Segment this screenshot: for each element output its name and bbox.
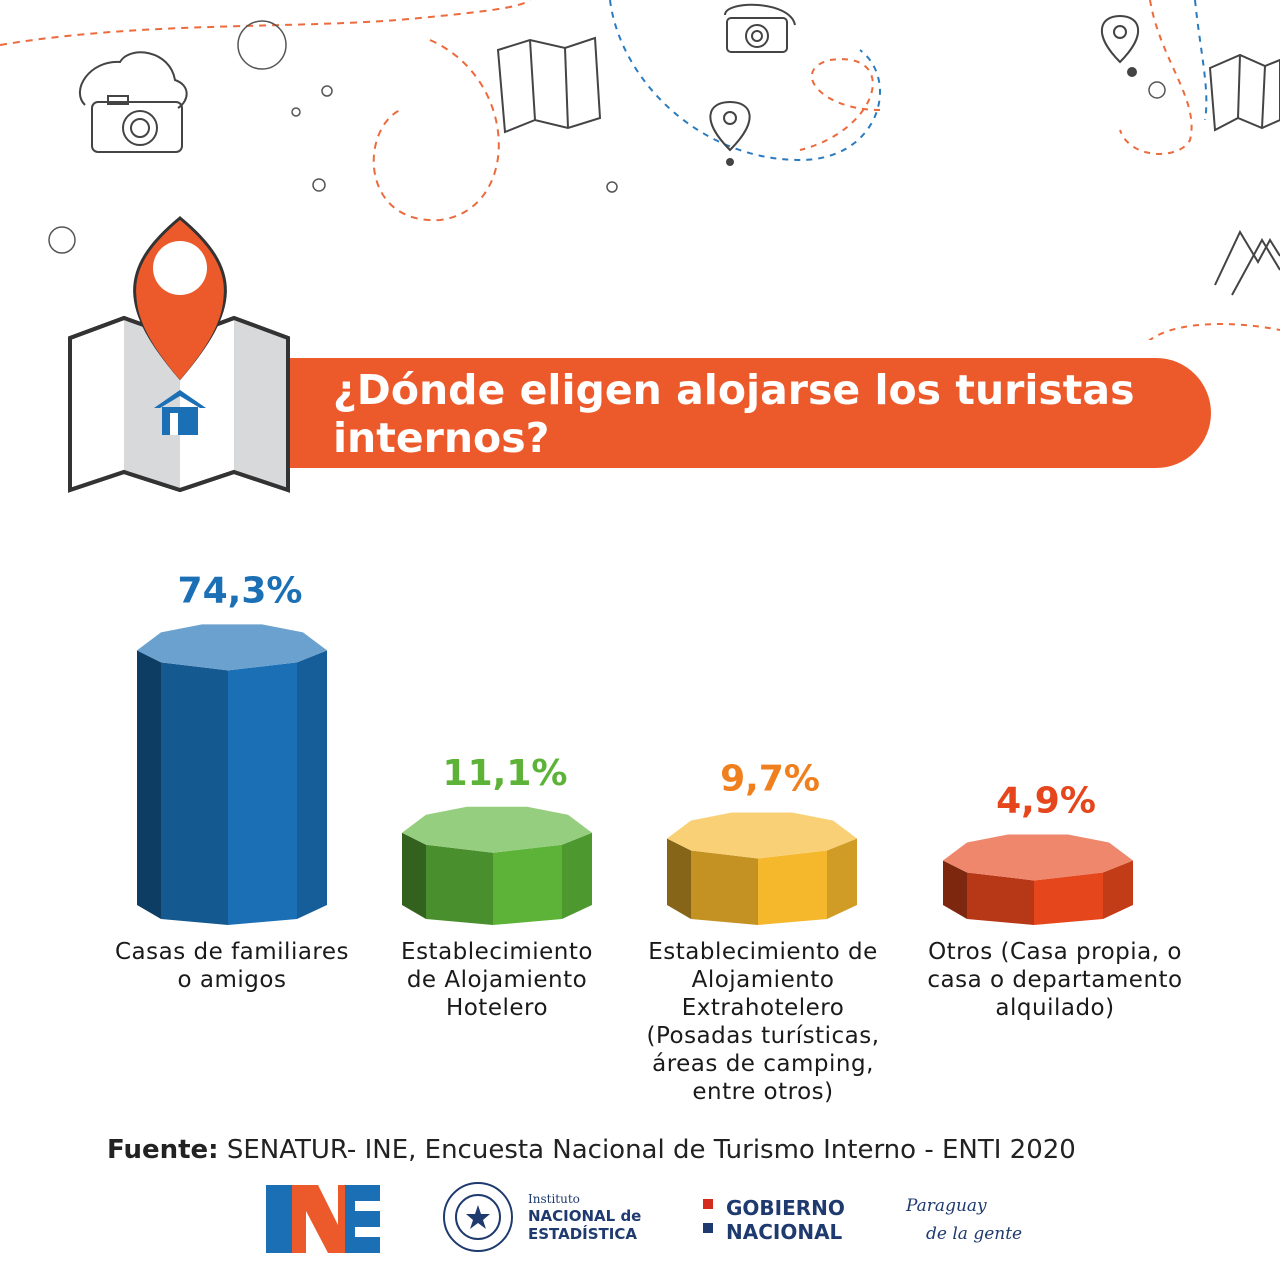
folded-map-icon: [1208, 53, 1280, 132]
bar-face: [667, 838, 691, 919]
location-pin-icon: [1100, 14, 1140, 77]
bar-face: [943, 860, 967, 919]
category-label-line: Casas de familiares: [114, 939, 350, 965]
value-label: 74,3%: [178, 570, 303, 611]
bar-face: [402, 832, 426, 919]
category-label-line: o amigos: [177, 967, 287, 993]
paraguay-line-1: Paraguay: [905, 1196, 987, 1216]
category-label: Casas de familiares o amigos: [96, 938, 368, 994]
chart-title: ¿Dónde eligen alojarse los turistas inte…: [333, 366, 1135, 462]
bar-face: [1103, 860, 1133, 919]
category-label-line: de Alojamiento: [406, 967, 588, 993]
camera-icon: [79, 51, 188, 153]
gobierno-line-2: NACIONAL: [726, 1220, 843, 1244]
category-label-line: Alojamiento: [691, 967, 835, 993]
category-label: Establecimiento de Alojamiento Hotelero: [382, 938, 612, 1022]
category-label-line: Establecimiento: [401, 939, 593, 965]
decorative-travel-doodles: [0, 0, 1280, 340]
bar-top: [667, 812, 857, 859]
instituto-line-1: Instituto: [528, 1192, 580, 1206]
camera-icon: [724, 3, 796, 53]
folded-map-icon: [68, 216, 290, 493]
category-label: Establecimiento de Alojamiento Extrahotele…: [632, 938, 894, 1106]
category-label-line: casa o departamento: [927, 967, 1183, 993]
category-label-line: Extrahotelero: [681, 995, 845, 1021]
category-label-line: entre otros): [692, 1079, 834, 1105]
value-label: 4,9%: [996, 780, 1096, 821]
instituto-line-3: ESTADÍSTICA: [528, 1224, 637, 1243]
bar-2: [402, 806, 592, 925]
house-icon: [154, 390, 206, 435]
category-label-line: áreas de camping,: [652, 1051, 874, 1077]
location-pin-icon: [709, 100, 751, 166]
bar-face: [161, 662, 228, 925]
bar-face: [691, 850, 758, 925]
category-label-line: alquilado): [995, 995, 1115, 1021]
value-label: 9,7%: [720, 759, 820, 800]
bar-face: [426, 844, 493, 925]
national-seal-icon: [443, 1182, 513, 1252]
category-label-line: (Posadas turísticas,: [646, 1023, 880, 1049]
bar-face: [1034, 872, 1103, 925]
bar-3: [667, 812, 857, 925]
category-label-line: Hotelero: [445, 995, 549, 1021]
bar-face: [562, 832, 592, 919]
instituto-line-2: NACIONAL de: [528, 1207, 641, 1225]
location-pin-icon: [133, 216, 227, 381]
bar-face: [297, 650, 327, 919]
category-label-line: Otros (Casa propia, o: [928, 939, 1182, 965]
folded-map-icon: [496, 36, 602, 134]
bar-face: [493, 844, 562, 925]
bar-face: [827, 838, 857, 919]
bar-chart: 74,3% 11,1% 9,7% 4,9%: [137, 570, 1133, 925]
category-label: Otros (Casa propia, o casa o departamento…: [910, 938, 1200, 1022]
ine-logo: [266, 1185, 380, 1253]
footer-logos: Instituto NACIONAL de ESTADÍSTICA GOBIER…: [266, 1182, 1022, 1253]
bar-face: [228, 662, 297, 925]
bar-face: [758, 850, 827, 925]
bar-top: [943, 834, 1133, 881]
mountain-icon: [1214, 229, 1280, 296]
gobierno-line-1: GOBIERNO: [726, 1196, 845, 1220]
bar-4: [943, 834, 1133, 925]
source-note: Fuente: SENATUR- INE, Encuesta Nacional …: [107, 1135, 1076, 1165]
category-label-line: Establecimiento de: [648, 939, 878, 965]
title-banner: [255, 358, 1211, 468]
source-text: SENATUR- INE, Encuesta Nacional de Turis…: [218, 1135, 1076, 1165]
source-prefix: Fuente:: [107, 1135, 219, 1165]
value-label: 11,1%: [443, 753, 568, 794]
paraguay-line-2: de la gente: [926, 1224, 1022, 1244]
bar-face: [137, 650, 161, 919]
bar-top: [402, 806, 592, 853]
bar-1: [137, 624, 327, 925]
bar-top: [137, 624, 327, 671]
bar-face: [967, 872, 1034, 925]
